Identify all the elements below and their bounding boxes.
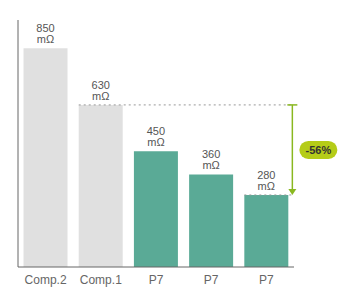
svg-text:Comp.2: Comp.2 [25, 273, 67, 287]
svg-text:P7: P7 [259, 273, 274, 287]
svg-text:850mΩ: 850mΩ [36, 22, 54, 45]
svg-text:450mΩ: 450mΩ [147, 125, 165, 148]
svg-text:Comp.1: Comp.1 [80, 273, 122, 287]
svg-text:630mΩ: 630mΩ [92, 79, 110, 102]
svg-text:-56%: -56% [306, 144, 332, 156]
svg-text:360mΩ: 360mΩ [202, 148, 220, 171]
svg-text:P7: P7 [149, 273, 164, 287]
svg-text:P7: P7 [204, 273, 219, 287]
svg-text:280mΩ: 280mΩ [257, 169, 275, 192]
